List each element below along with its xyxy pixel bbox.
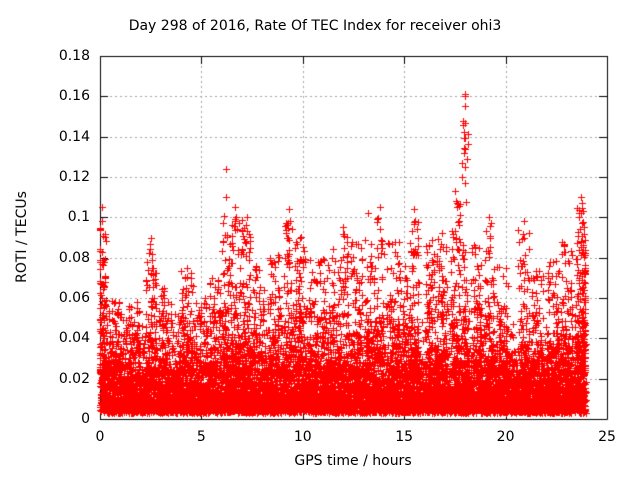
y-tick-label: 0.18 xyxy=(58,48,90,64)
y-tick-label: 0.04 xyxy=(58,330,90,347)
y-tick-label: 0.02 xyxy=(58,370,90,387)
y-axis-label: ROTI / TECUs xyxy=(14,191,30,283)
y-tick-label: 0.1 xyxy=(67,209,90,226)
y-tick-label: 0.08 xyxy=(58,249,90,266)
y-tick-label: 0 xyxy=(81,411,90,427)
x-axis-label: GPS time / hours xyxy=(294,453,412,469)
y-tick-label: 0.16 xyxy=(58,88,90,105)
x-tick-label: 25 xyxy=(598,429,616,445)
y-tick-label: 0.12 xyxy=(58,169,90,185)
y-tick-label: 0.14 xyxy=(58,128,90,145)
y-tick-label: 0.06 xyxy=(58,290,90,306)
x-tick-label: 20 xyxy=(496,429,515,445)
x-tick-label: 10 xyxy=(293,429,312,445)
x-tick-label: 15 xyxy=(395,429,414,445)
x-tick-label: 0 xyxy=(95,429,105,445)
x-tick-label: 5 xyxy=(196,429,206,445)
chart-title: Day 298 of 2016, Rate Of TEC Index for r… xyxy=(128,18,502,34)
